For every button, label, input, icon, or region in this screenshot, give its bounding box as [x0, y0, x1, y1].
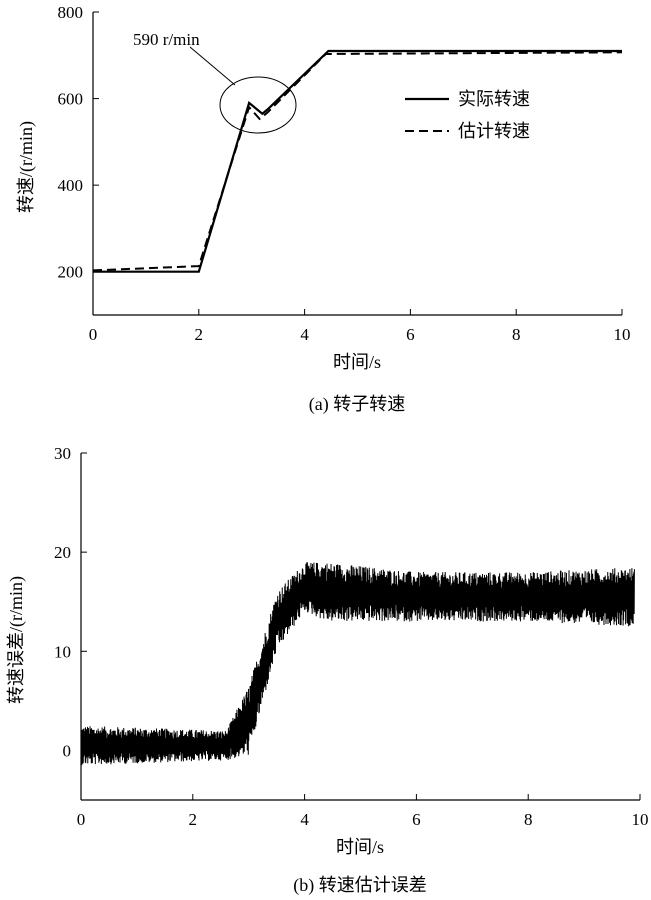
legend-estimated-label: 估计转速 — [458, 121, 530, 141]
x-tick-label: 6 — [412, 810, 421, 829]
x-tick-label: 8 — [512, 325, 521, 344]
annotation-leader-line — [189, 46, 236, 86]
x-tick-label: 10 — [632, 810, 649, 829]
x-tick-label: 6 — [406, 325, 415, 344]
y-tick-label: 30 — [54, 444, 71, 463]
panel-b-x-label: 时间/s — [336, 837, 384, 857]
x-tick-label: 4 — [300, 810, 309, 829]
y-tick-label: 10 — [54, 642, 71, 661]
series-actual-speed-line — [93, 49, 622, 273]
annotation-label: 590 r/min — [133, 30, 200, 49]
x-tick-label: 2 — [189, 810, 198, 829]
x-tick-label: 0 — [89, 325, 98, 344]
panel-a-x-label: 时间/s — [333, 352, 381, 372]
y-tick-label: 800 — [58, 3, 84, 22]
y-tick-label: 600 — [58, 90, 84, 109]
x-tick-label: 2 — [195, 325, 204, 344]
x-tick-label: 10 — [614, 325, 631, 344]
y-tick-label: 20 — [54, 543, 71, 562]
series-estimated-speed-line — [92, 51, 623, 272]
panel-a-caption: (a) 转子转速 — [309, 394, 405, 415]
x-tick-label: 8 — [524, 810, 533, 829]
panel-b-y-label: 转速误差/(r/min) — [6, 576, 27, 704]
annotation-circle — [219, 76, 297, 134]
panel-a-y-label: 转速/(r/min) — [16, 121, 37, 213]
panel-b-caption: (b) 转速估计误差 — [293, 875, 427, 896]
x-tick-label: 4 — [300, 325, 309, 344]
y-tick-label: 400 — [58, 176, 84, 195]
y-tick-label: 200 — [58, 263, 84, 282]
panel-a: 0 2 4 6 8 10 200 400 600 800 590 r/min 实际转速 估计转速… — [16, 3, 631, 415]
panel-b: 0 2 4 6 8 10 0 10 20 30 时间/s 转速误差/(r/min) (b) 转速… — [6, 444, 649, 896]
series-speed-error-line — [80, 562, 635, 766]
x-tick-label: 0 — [77, 810, 86, 829]
y-tick-label: 0 — [63, 741, 72, 760]
legend-actual-label: 实际转速 — [458, 89, 530, 109]
